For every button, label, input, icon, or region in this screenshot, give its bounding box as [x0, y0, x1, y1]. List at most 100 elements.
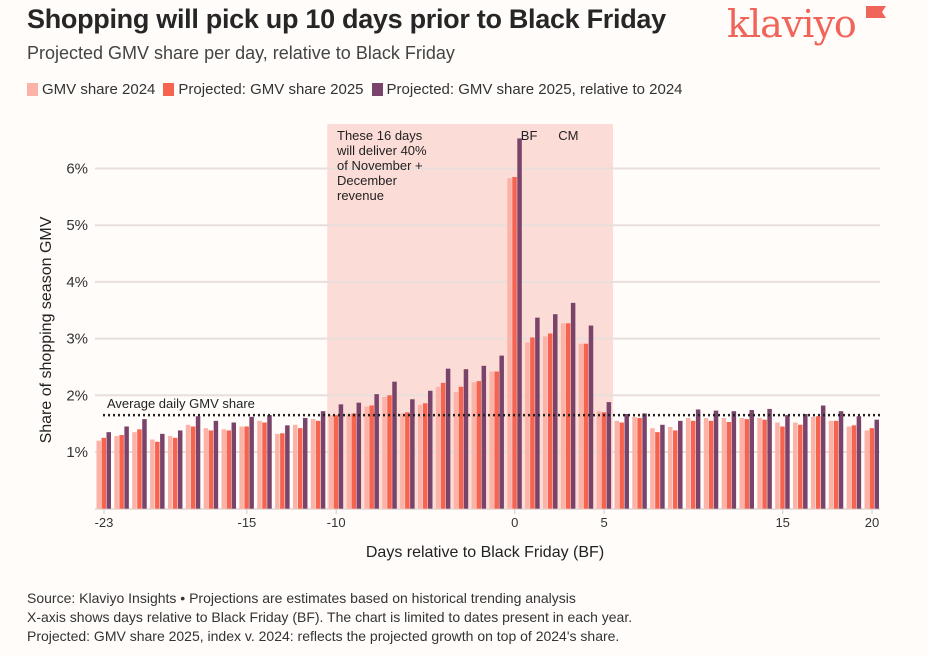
y-tick-label: 3% [66, 331, 88, 348]
bar-2025 [851, 425, 857, 509]
bar-2025 [101, 437, 106, 509]
bar-2024 [400, 413, 405, 509]
bar-2025 [369, 405, 374, 509]
legend-label: Projected: GMV share 2025 [178, 81, 364, 98]
bar-2025 [833, 420, 839, 509]
bar-2024 [114, 436, 119, 509]
legend-label: Projected: GMV share 2025, relative to 2… [386, 81, 683, 98]
legend: GMV share 2024 Projected: GMV share 2025… [27, 81, 683, 98]
bar-2024 [525, 342, 530, 509]
bar-2024 [810, 416, 816, 509]
bar-2024 [96, 440, 101, 509]
x-tick-label: 0 [511, 515, 518, 530]
bar-2024 [685, 417, 691, 509]
y-tick-label: 5% [66, 217, 88, 234]
y-axis-label: Share of shopping season GMV [38, 216, 55, 443]
x-tick-label: -15 [237, 515, 256, 530]
bar-2025 [673, 430, 678, 509]
bar-2025 [280, 433, 285, 509]
bar-2025 [512, 177, 517, 509]
bar-2024 [864, 430, 869, 509]
bar-2025-relative [285, 425, 290, 509]
footer-note: Projected: GMV share 2025, index v. 2024… [27, 628, 620, 644]
bar-2025-relative [517, 138, 522, 509]
klaviyo-logo: klaviyo [727, 2, 857, 46]
bar-2024 [382, 397, 387, 509]
bar-2025-relative [731, 411, 737, 509]
bar-2024 [239, 426, 244, 509]
legend-item: Projected: GMV share 2025 [163, 81, 364, 98]
bar-2025-relative [213, 420, 219, 509]
bar-2025-relative [427, 390, 433, 509]
bar-2025-relative [785, 415, 790, 509]
bar-2024 [185, 424, 191, 509]
bar-2025 [780, 426, 785, 509]
highlight-label: will deliver 40% [336, 143, 427, 158]
bar-2024 [578, 343, 584, 509]
bar-2025 [530, 337, 535, 509]
average-line-label: Average daily GMV share [107, 396, 255, 411]
subtitle: Projected GMV share per day, relative to… [27, 43, 455, 63]
x-axis-label: Days relative to Black Friday (BF) [366, 544, 604, 561]
bar-2025-relative [713, 410, 719, 509]
legend-item: Projected: GMV share 2025, relative to 2… [371, 81, 683, 98]
footer: Source: Klaviyo Insights • Projections a… [27, 589, 632, 646]
bar-2024 [614, 420, 619, 509]
bar-2024 [846, 426, 852, 509]
bar-2025 [798, 424, 803, 509]
bar-2025-relative [410, 399, 415, 509]
bar-2024 [489, 371, 494, 509]
bar-2025 [440, 382, 446, 509]
bar-2025 [422, 403, 428, 509]
bar-2024 [417, 404, 423, 509]
bar-2025 [155, 441, 160, 509]
bar-2025 [172, 437, 178, 509]
legend-label: GMV share 2024 [42, 81, 156, 98]
bar-2024 [132, 432, 137, 509]
bar-2024 [310, 419, 316, 509]
bar-2025 [762, 419, 767, 509]
bar-2025-relative [142, 419, 147, 509]
bar-2025 [137, 429, 142, 509]
bar-2025-relative [463, 369, 469, 509]
bar-2025-relative [356, 402, 362, 509]
bar-2024 [275, 433, 280, 509]
bar-2025 [583, 343, 589, 509]
bar-2025-relative [338, 404, 344, 509]
y-tick-label: 1% [66, 444, 88, 461]
bar-2025 [262, 422, 267, 509]
bar-2025-relative [392, 381, 397, 509]
bar-2025 [387, 395, 392, 509]
bar-2025-relative [660, 424, 665, 509]
annotation-cm: CM [558, 128, 578, 143]
bar-2025-relative [767, 408, 772, 509]
x-tick-label: -23 [95, 515, 114, 530]
bar-2025-relative [606, 402, 612, 509]
bar-2024 [721, 417, 727, 509]
flag-icon [866, 6, 886, 18]
bar-2025 [458, 386, 464, 509]
bar-2025 [494, 371, 499, 509]
bar-2025 [315, 420, 321, 509]
bar-2024 [507, 178, 512, 509]
bar-2025 [333, 415, 339, 509]
bar-2025-relative [320, 411, 326, 509]
bar-2024 [150, 439, 155, 509]
bar-2025 [601, 412, 607, 509]
footer-note: X-axis shows days relative to Black Frid… [27, 609, 633, 625]
bar-2025-relative [803, 414, 808, 509]
highlight-label: of November + [337, 158, 423, 173]
bar-2024 [739, 417, 744, 509]
bar-2025-relative [695, 409, 701, 509]
y-tick-label: 4% [66, 274, 88, 291]
bar-2025-relative [499, 355, 504, 509]
bar-2025-relative [302, 417, 308, 509]
bar-2025 [226, 430, 232, 509]
bar-2024 [668, 427, 673, 509]
bar-2025-relative [535, 317, 540, 509]
bar-2025-relative [177, 430, 183, 509]
bar-2024 [596, 411, 602, 509]
bar-2024 [292, 424, 298, 509]
bar-2025-relative [106, 432, 111, 509]
